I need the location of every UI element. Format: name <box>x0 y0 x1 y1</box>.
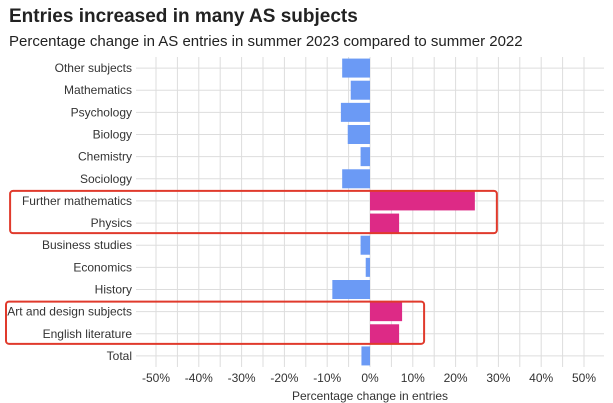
category-label: Economics <box>73 260 132 274</box>
category-label: Further mathematics <box>22 194 132 208</box>
chart-title: Entries increased in many AS subjects <box>9 6 358 27</box>
x-axis-label: Percentage change in entries <box>292 389 448 403</box>
category-label: Business studies <box>42 238 132 252</box>
x-tick-label: 40% <box>529 371 553 385</box>
bar-mathematics <box>350 80 370 100</box>
bar-english-literature <box>370 324 400 344</box>
x-tick-label: 20% <box>444 371 468 385</box>
bar-physics <box>370 213 400 233</box>
x-tick-label: -20% <box>270 371 298 385</box>
category-label: Other subjects <box>55 61 132 75</box>
bar-chemistry <box>360 147 370 167</box>
category-label: Total <box>107 349 132 363</box>
bar-total <box>361 346 370 366</box>
category-label: Sociology <box>80 172 132 186</box>
x-tick-label: 0% <box>361 371 379 385</box>
bar-sociology <box>342 169 370 189</box>
bar-psychology <box>340 102 370 122</box>
bar-further-mathematics <box>370 191 475 211</box>
chart-subtitle: Percentage change in AS entries in summe… <box>9 33 523 50</box>
x-tick-label: 50% <box>572 371 596 385</box>
category-label: English literature <box>43 327 133 341</box>
bar-biology <box>347 125 370 144</box>
category-label: Biology <box>93 128 132 142</box>
category-label: Mathematics <box>64 83 132 97</box>
x-tick-label: -30% <box>228 371 256 385</box>
x-tick-label: -50% <box>142 371 170 385</box>
bar-other-subjects <box>342 58 370 78</box>
x-tick-label: -40% <box>185 371 213 385</box>
x-tick-label: 10% <box>401 371 425 385</box>
bar-history <box>332 280 370 299</box>
bar-art-and-design-subjects <box>370 302 403 322</box>
bar-business-studies <box>360 235 370 255</box>
category-label: Art and design subjects <box>7 305 132 319</box>
highlight-box <box>9 189 498 235</box>
category-label: Psychology <box>71 105 132 119</box>
bar-economics <box>365 257 370 277</box>
highlight-box <box>5 300 426 345</box>
highlight-boxes <box>5 189 498 345</box>
x-tick-label: 30% <box>486 371 510 385</box>
category-label: History <box>95 283 132 297</box>
category-label: Chemistry <box>78 150 132 164</box>
bars <box>332 58 475 366</box>
x-tick-label: -10% <box>313 371 341 385</box>
category-labels: Other subjects Mathematics Psychology Biolo… <box>7 61 132 363</box>
category-label: Physics <box>91 216 132 230</box>
x-tick-labels: -50% -40% -30% -20% -10% 0% 10% 20% 30% 40% 50% <box>142 371 596 385</box>
